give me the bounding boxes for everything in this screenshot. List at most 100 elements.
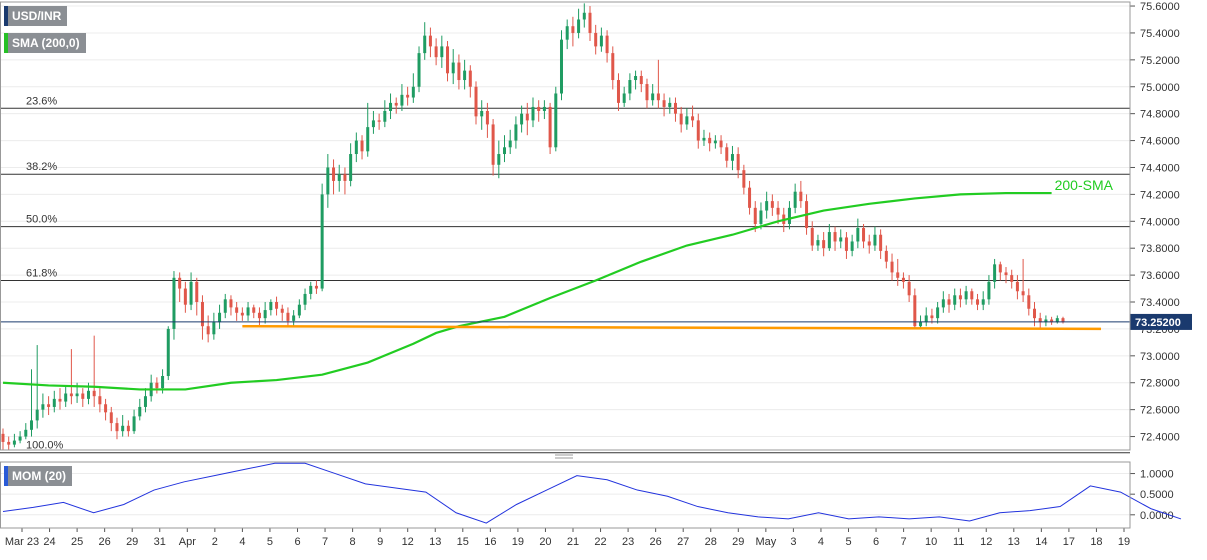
candle-body bbox=[571, 26, 575, 33]
candle-body bbox=[913, 295, 917, 327]
candle-body bbox=[691, 116, 695, 121]
candlestick bbox=[332, 159, 336, 195]
candlestick bbox=[873, 226, 877, 251]
candle-body bbox=[406, 94, 410, 98]
candle-body bbox=[867, 241, 871, 246]
price-tick-label: 73.0000 bbox=[1140, 351, 1180, 363]
candle-body bbox=[24, 429, 28, 437]
candlestick bbox=[195, 277, 199, 316]
candlestick bbox=[651, 84, 655, 106]
candle-body bbox=[639, 75, 643, 85]
candle-body bbox=[537, 106, 541, 111]
fib-level-label: 23.6% bbox=[26, 95, 57, 107]
candle-body bbox=[1015, 281, 1019, 292]
candlestick bbox=[126, 420, 130, 437]
candle-body bbox=[200, 302, 204, 327]
candlestick bbox=[930, 308, 934, 324]
candle-body bbox=[884, 250, 888, 262]
candlestick bbox=[662, 93, 666, 117]
candle-body bbox=[86, 390, 90, 399]
price-tick-label: 75.0000 bbox=[1140, 82, 1180, 94]
candle-body bbox=[166, 328, 170, 377]
candlestick bbox=[24, 423, 28, 440]
candle-body bbox=[309, 285, 313, 294]
candle-body bbox=[628, 80, 632, 94]
candle-body bbox=[981, 299, 985, 305]
candle-body bbox=[970, 291, 974, 300]
candle-body bbox=[297, 304, 301, 316]
candlestick bbox=[964, 285, 968, 305]
candlestick bbox=[924, 307, 928, 327]
candlestick bbox=[474, 81, 478, 125]
candlestick bbox=[64, 385, 68, 407]
price-tick-label: 72.4000 bbox=[1140, 432, 1180, 444]
candlestick bbox=[200, 295, 204, 340]
price-tick-label: 72.8000 bbox=[1140, 378, 1180, 390]
candlestick bbox=[508, 129, 512, 155]
candlestick bbox=[696, 113, 700, 149]
candlestick bbox=[434, 38, 438, 66]
price-tick-label: 74.6000 bbox=[1140, 136, 1180, 148]
candle-body bbox=[52, 398, 56, 407]
sma-200-label: 200-SMA bbox=[1055, 177, 1114, 193]
candlestick bbox=[349, 143, 353, 187]
x-tick-label: 4 bbox=[818, 536, 824, 548]
candle-body bbox=[126, 425, 130, 432]
candlestick bbox=[1027, 288, 1031, 316]
candlestick bbox=[166, 326, 170, 381]
candlestick bbox=[844, 232, 848, 259]
candle-body bbox=[1033, 308, 1037, 319]
candlestick bbox=[896, 258, 900, 286]
candle-body bbox=[69, 393, 73, 397]
x-tick-label: 26 bbox=[650, 536, 662, 548]
x-tick-label: 27 bbox=[677, 536, 689, 548]
candlestick bbox=[12, 433, 16, 448]
candle-body bbox=[622, 93, 626, 103]
candle-body bbox=[269, 302, 273, 311]
candlestick bbox=[913, 288, 917, 329]
candlestick bbox=[314, 280, 318, 294]
x-tick-label: 18 bbox=[1090, 536, 1102, 548]
candle-body bbox=[47, 404, 51, 407]
candle-body bbox=[485, 110, 489, 125]
candle-body bbox=[371, 120, 375, 128]
momentum-panel bbox=[0, 462, 1130, 528]
sma-indicator-badge: SMA (200,0) bbox=[4, 33, 86, 53]
candle-body bbox=[434, 46, 438, 58]
candle-body bbox=[679, 113, 683, 125]
candle-body bbox=[896, 272, 900, 278]
candlestick bbox=[229, 295, 233, 316]
candlestick bbox=[514, 116, 518, 149]
candle-body bbox=[457, 62, 461, 81]
momentum-tick-label: 0.5000 bbox=[1140, 489, 1174, 501]
candle-body bbox=[223, 299, 227, 313]
price-tick-label: 73.4000 bbox=[1140, 297, 1180, 309]
candle-body bbox=[218, 312, 222, 323]
candle-body bbox=[508, 140, 512, 148]
candle-body bbox=[491, 124, 495, 165]
candle-body bbox=[673, 102, 677, 114]
candlestick bbox=[559, 30, 563, 101]
price-tick-label: 74.2000 bbox=[1140, 189, 1180, 201]
candlestick bbox=[1004, 267, 1008, 284]
candle-body bbox=[161, 376, 165, 389]
candlestick bbox=[907, 275, 911, 303]
candle-body bbox=[75, 393, 79, 397]
x-tick-label: 13 bbox=[1008, 536, 1020, 548]
candlestick bbox=[497, 140, 501, 179]
candlestick bbox=[531, 97, 535, 128]
candle-body bbox=[349, 154, 353, 181]
candlestick bbox=[389, 93, 393, 120]
candlestick bbox=[417, 46, 421, 93]
candlestick bbox=[628, 73, 632, 101]
candlestick bbox=[725, 143, 729, 168]
candlestick bbox=[132, 409, 136, 434]
candle-body bbox=[1038, 318, 1042, 323]
fib-level-label: 61.8% bbox=[26, 267, 57, 279]
candle-body bbox=[440, 46, 444, 58]
x-tick-label: 6 bbox=[294, 536, 300, 548]
candle-body bbox=[656, 93, 660, 101]
candle-body bbox=[1004, 272, 1008, 276]
candle-body bbox=[919, 322, 923, 327]
candle-body bbox=[799, 191, 803, 202]
